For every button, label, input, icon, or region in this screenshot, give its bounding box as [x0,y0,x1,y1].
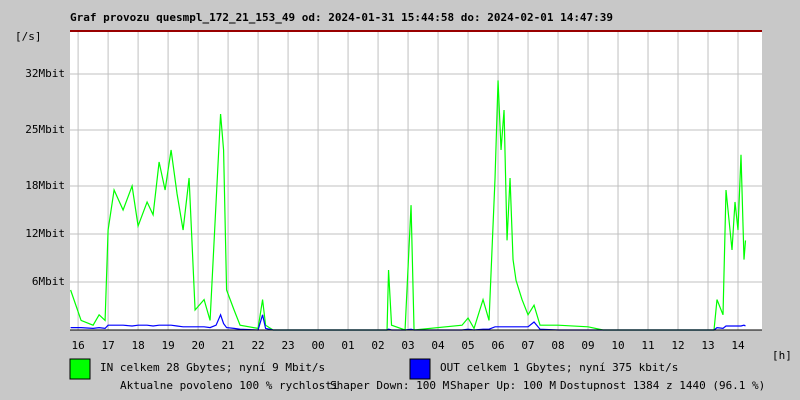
x-tick-label: 04 [431,339,445,352]
footer-note: Shaper Up: 100 M [450,379,556,392]
footer: Aktualne povoleno 100 % rychlostiShaper … [120,379,765,392]
x-tick-label: 21 [221,339,234,352]
x-tick-label: 00 [311,339,324,352]
x-tick-label: 20 [191,339,204,352]
y-tick-label: 12Mbit [25,227,65,240]
x-tick-label: 14 [731,339,745,352]
footer-note: Aktualne povoleno 100 % rychlosti [120,379,339,392]
legend: IN celkem 28 Gbytes; nyní 9 Mbit/s OUT ce… [69,358,678,380]
x-tick-label: 06 [491,339,504,352]
x-tick-label: 02 [371,339,384,352]
x-tick-label: 16 [71,339,84,352]
footer-note: Shaper Down: 100 M [330,379,450,392]
x-tick-label: 09 [581,339,594,352]
legend-label: OUT celkem 1 Gbytes; nyní 375 kbit/s [440,361,678,374]
grid [70,30,762,330]
x-tick-label: 07 [521,339,534,352]
x-tick-label: 13 [701,339,714,352]
x-tick-label: 22 [251,339,264,352]
x-tick-label: 17 [101,339,114,352]
legend-swatch [69,358,91,380]
x-tick-label: 01 [341,339,354,352]
x-tick-label: 05 [461,339,474,352]
x-tick-label: 10 [611,339,624,352]
x-axis-label: [h] [772,349,792,362]
x-tick-label: 23 [281,339,294,352]
series-line [70,80,747,331]
y-tick-label: 32Mbit [25,67,65,80]
y-tick-label: 18Mbit [25,179,65,192]
legend-swatch [409,358,431,380]
y-tick-label: 6Mbit [32,275,65,288]
x-tick-label: 03 [401,339,414,352]
y-tick-label: 25Mbit [25,123,65,136]
y-axis-label: [/s] [15,30,42,43]
x-tick-label: 08 [551,339,564,352]
legend-label: IN celkem 28 Gbytes; nyní 9 Mbit/s [100,361,325,374]
x-tick-label: 12 [671,339,684,352]
x-tick-label: 19 [161,339,174,352]
plot-area [70,30,762,330]
x-tick-label: 18 [131,339,144,352]
footer-note: Dostupnost 1384 z 1440 (96.1 %) [560,379,765,392]
x-tick-label: 11 [641,339,654,352]
chart-title: Graf provozu quesmpl_172_21_153_49 od: 2… [70,11,613,24]
